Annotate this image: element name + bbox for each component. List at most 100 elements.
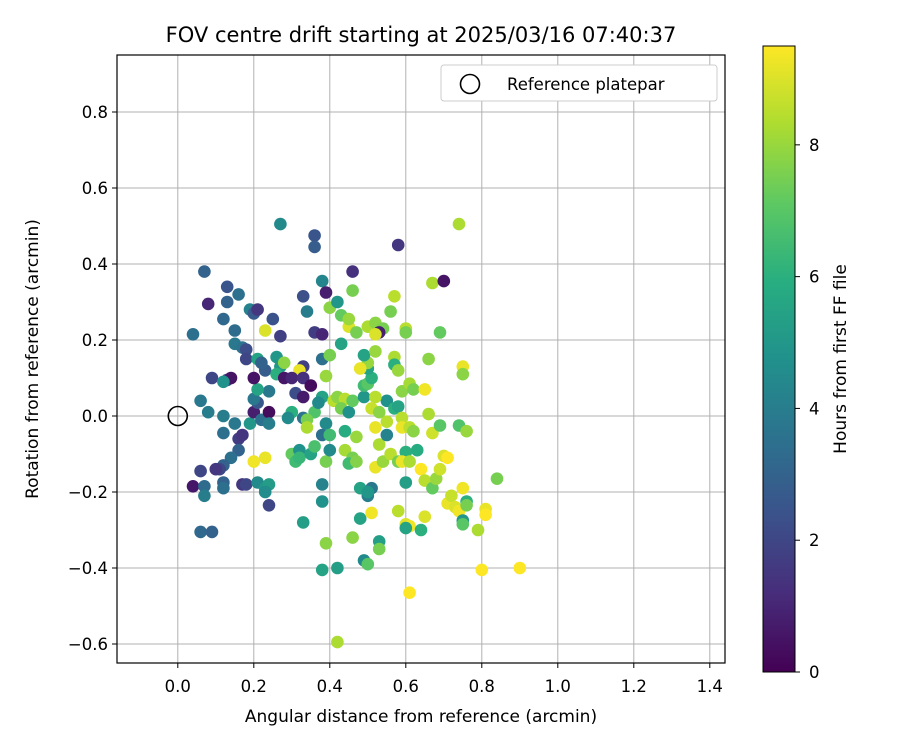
data-point xyxy=(513,561,527,575)
data-point xyxy=(346,284,359,297)
plot-frame xyxy=(116,54,726,664)
data-point xyxy=(258,451,272,465)
data-point xyxy=(300,421,314,434)
data-point xyxy=(479,508,492,522)
data-point xyxy=(433,419,447,432)
y-axis-ticks: −0.6 −0.4 −0.2 0.0 0.2 0.4 0.6 0.8 xyxy=(68,103,117,654)
data-point xyxy=(403,455,416,468)
data-point xyxy=(296,390,310,404)
legend-open-circle-icon xyxy=(459,73,481,95)
data-point xyxy=(391,504,405,518)
x-axis-ticks: 0.0 0.2 0.4 0.6 0.8 1.0 1.2 1.4 xyxy=(165,663,723,696)
data-point xyxy=(323,348,337,362)
data-point xyxy=(251,383,264,396)
legend: Reference platepar xyxy=(440,64,718,102)
data-point xyxy=(304,379,318,392)
data-point xyxy=(186,328,200,341)
data-point xyxy=(471,523,485,537)
data-point xyxy=(369,328,382,341)
data-point xyxy=(281,411,295,425)
data-point xyxy=(198,265,211,278)
y-tick-label: −0.6 xyxy=(68,635,108,654)
y-tick-label: 0.4 xyxy=(82,255,108,274)
data-point xyxy=(346,265,359,278)
x-axis-label: Angular distance from reference (arcmin) xyxy=(245,707,597,727)
data-point xyxy=(209,462,223,476)
data-point xyxy=(323,428,337,442)
x-tick-label: 1.0 xyxy=(545,677,571,696)
data-point xyxy=(407,383,420,396)
data-point xyxy=(410,443,424,457)
data-point xyxy=(262,405,276,419)
reference-point-marker xyxy=(167,405,189,427)
data-point xyxy=(418,510,432,523)
colorbar: 0 2 4 6 8 Hours from first FF file xyxy=(762,45,851,682)
legend-entry-label: Reference platepar xyxy=(507,75,665,94)
data-point xyxy=(369,421,382,434)
data-point xyxy=(369,390,382,404)
data-point xyxy=(308,229,321,242)
data-point xyxy=(433,326,447,339)
data-point xyxy=(296,516,310,529)
x-tick-label: 0.8 xyxy=(469,677,495,696)
data-point xyxy=(308,440,321,453)
data-point xyxy=(205,525,219,539)
data-point xyxy=(228,417,242,430)
data-point xyxy=(236,428,249,442)
data-point xyxy=(266,312,280,326)
colorbar-tick-label: 8 xyxy=(809,136,820,155)
data-point xyxy=(247,455,261,468)
grid-lines xyxy=(117,55,725,663)
data-point xyxy=(247,371,261,385)
data-point xyxy=(338,424,352,438)
colorbar-tick-label: 4 xyxy=(809,399,820,418)
data-point xyxy=(319,417,333,430)
data-point xyxy=(350,430,363,444)
data-point xyxy=(350,326,363,339)
data-point xyxy=(403,586,416,599)
x-tick-label: 0.6 xyxy=(393,677,419,696)
data-point xyxy=(220,295,234,309)
data-point xyxy=(460,424,473,438)
data-point xyxy=(331,295,344,309)
data-point xyxy=(331,561,344,575)
data-point xyxy=(323,443,337,457)
data-point xyxy=(353,362,367,375)
x-tick-label: 0.0 xyxy=(165,677,191,696)
data-point xyxy=(319,455,333,468)
data-point xyxy=(232,288,245,301)
data-point xyxy=(205,371,219,385)
data-point xyxy=(331,635,344,649)
data-point xyxy=(285,371,299,385)
data-point xyxy=(342,405,356,419)
data-point xyxy=(198,489,211,503)
data-point xyxy=(186,480,200,493)
data-point xyxy=(422,407,435,421)
x-tick-label: 0.4 xyxy=(317,677,343,696)
data-point xyxy=(380,415,394,429)
data-point xyxy=(239,352,253,366)
data-point xyxy=(277,356,291,370)
data-point xyxy=(384,305,397,318)
data-point xyxy=(353,512,367,525)
data-point xyxy=(194,464,207,478)
data-point xyxy=(422,352,435,366)
data-point xyxy=(262,499,276,512)
data-point xyxy=(399,476,413,489)
y-tick-label: −0.2 xyxy=(68,483,108,502)
data-point xyxy=(399,326,413,339)
data-point xyxy=(490,472,504,486)
data-point xyxy=(346,531,359,544)
data-point xyxy=(194,394,207,408)
data-point xyxy=(274,217,287,231)
data-point xyxy=(315,274,329,288)
data-point xyxy=(426,481,439,495)
data-point xyxy=(357,390,371,404)
data-point xyxy=(369,345,382,358)
colorbar-tick-label: 2 xyxy=(809,531,820,550)
data-point xyxy=(319,286,333,299)
data-point xyxy=(391,238,405,252)
data-point xyxy=(460,499,473,512)
data-point xyxy=(217,409,230,423)
data-point xyxy=(391,400,405,413)
